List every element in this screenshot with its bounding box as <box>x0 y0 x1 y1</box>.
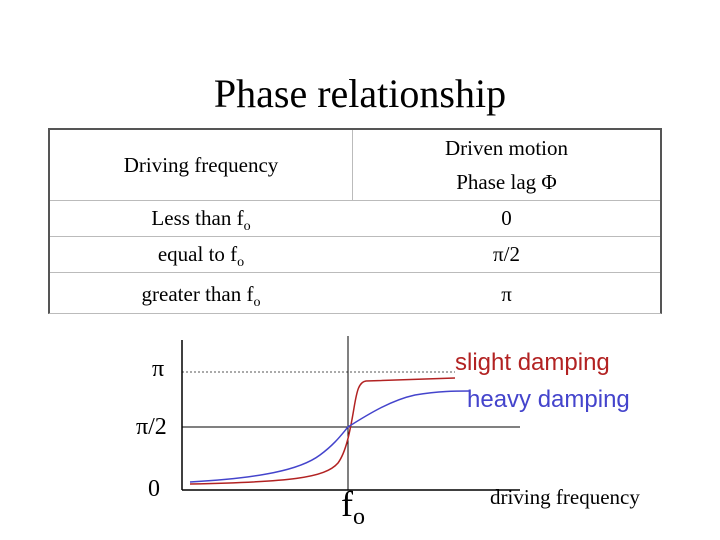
slide-title: Phase relationship <box>213 71 507 116</box>
legend-heavy-damping: heavy damping <box>467 386 630 413</box>
table-column-divider <box>352 130 353 200</box>
header-driving-frequency: Driving frequency <box>123 153 279 177</box>
y-label-half-pi: π/2 <box>136 414 167 440</box>
table-row-divider <box>50 200 660 201</box>
table-row-divider <box>50 236 660 237</box>
x-axis-label: driving frequency <box>490 485 640 509</box>
row-driving-equal: equal to fo <box>157 242 245 270</box>
legend-slight-damping: slight damping <box>455 349 610 376</box>
y-label-pi: π <box>152 356 165 382</box>
y-label-zero: 0 <box>148 476 160 502</box>
table-row-divider <box>50 272 660 273</box>
phase-table <box>48 128 662 314</box>
row-phase-zero: 0 <box>501 206 512 230</box>
header-phase-lag: Phase lag Φ <box>456 170 557 194</box>
row-phase-half-pi: π/2 <box>493 242 520 266</box>
fo-axis-marker: fo <box>341 484 365 530</box>
header-driven-motion: Driven motion <box>444 136 569 160</box>
row-driving-greater: greater than fo <box>141 282 261 310</box>
row-phase-pi: π <box>501 282 512 306</box>
slight-damping-curve <box>189 377 456 485</box>
row-driving-less: Less than fo <box>151 206 251 234</box>
heavy-damping-curve <box>189 390 471 483</box>
